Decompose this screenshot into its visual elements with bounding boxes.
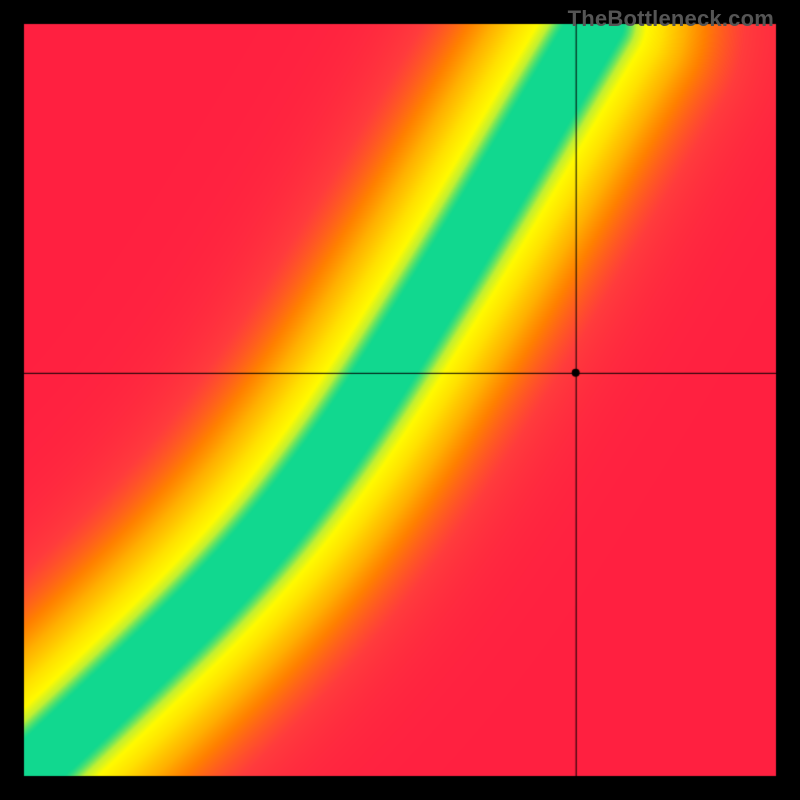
watermark-text: TheBottleneck.com — [568, 6, 774, 32]
bottleneck-heatmap — [0, 0, 800, 800]
chart-container: TheBottleneck.com — [0, 0, 800, 800]
